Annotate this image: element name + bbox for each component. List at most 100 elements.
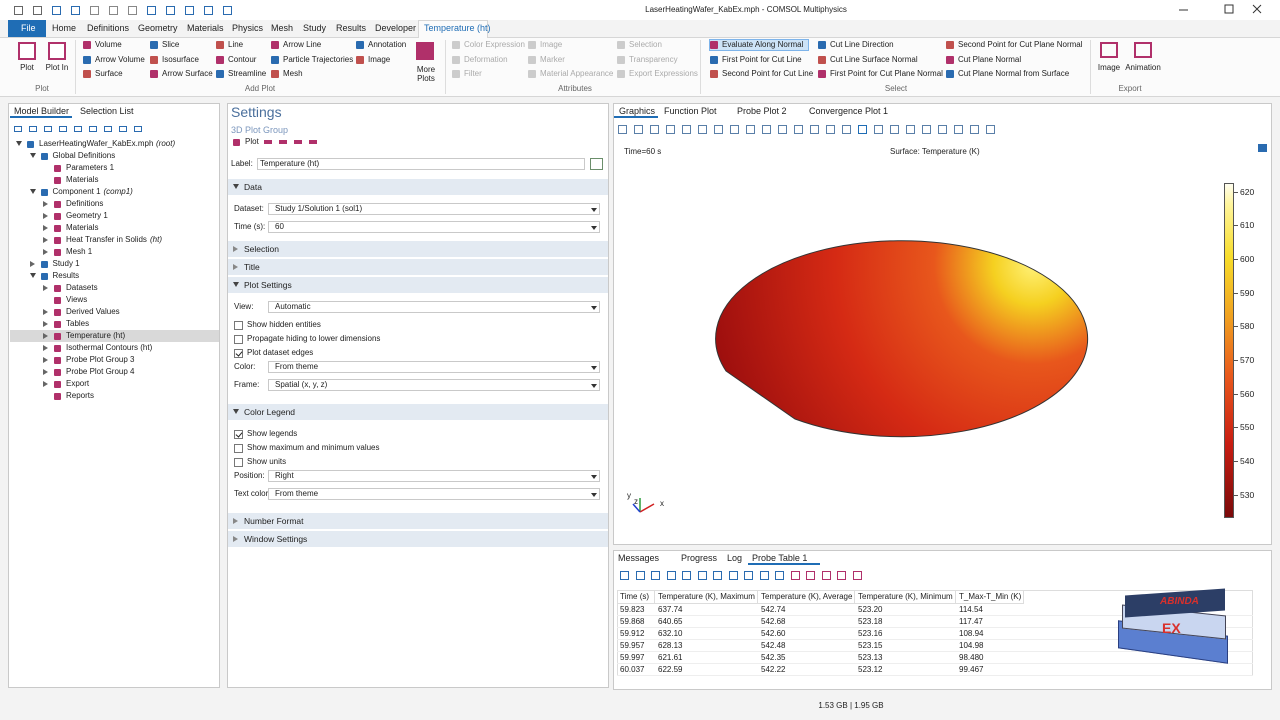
expand-arrow[interactable] <box>43 285 48 291</box>
graphics-toolbar-button[interactable] <box>858 125 867 134</box>
panel-tab[interactable]: Messages <box>618 553 660 563</box>
combo-value[interactable]: Spatial (x, y, z) <box>275 380 328 389</box>
section-header[interactable] <box>228 277 608 293</box>
ribbon-button[interactable]: Export Expressions <box>629 69 698 78</box>
expand-arrow[interactable] <box>43 249 48 255</box>
section-title[interactable]: Data <box>244 182 262 192</box>
file-menu[interactable] <box>8 20 46 37</box>
combo-value[interactable]: From theme <box>275 362 319 371</box>
tree-item[interactable]: Materials <box>66 175 99 184</box>
expand-arrow[interactable] <box>29 261 35 267</box>
expand-arrow[interactable] <box>29 153 36 158</box>
section-header[interactable] <box>228 259 608 275</box>
table-toolbar-button[interactable] <box>759 571 769 580</box>
ribbon-tab[interactable]: Definitions <box>87 23 130 33</box>
toolbar-button[interactable] <box>14 126 22 132</box>
toolbar-button[interactable] <box>104 126 112 132</box>
graphics-toolbar-button[interactable] <box>762 125 771 134</box>
ribbon-button[interactable]: Arrow Surface <box>162 69 213 78</box>
graphics-toolbar-button[interactable] <box>730 125 739 134</box>
quick-access-button[interactable] <box>71 6 80 15</box>
toolbar-button[interactable] <box>279 140 287 144</box>
section-header[interactable] <box>228 513 608 529</box>
toolbar-button[interactable] <box>89 126 97 132</box>
expand-arrow[interactable] <box>43 201 48 207</box>
graphics-toolbar-button[interactable] <box>682 125 691 134</box>
combo-box[interactable] <box>268 488 600 500</box>
section-header[interactable] <box>228 179 608 195</box>
tree-item[interactable]: Views <box>66 295 88 304</box>
plot-button[interactable]: Plot <box>245 137 259 146</box>
combo-box[interactable] <box>268 361 600 373</box>
checkbox-label[interactable]: Show maximum and minimum values <box>247 443 380 452</box>
tree-item[interactable]: Parameters 1 <box>66 163 115 172</box>
checkbox-label[interactable]: Show units <box>247 457 287 466</box>
expand-arrow[interactable] <box>43 225 48 231</box>
ribbon-button-label[interactable]: More Plots <box>416 65 436 83</box>
graphics-toolbar-button[interactable] <box>970 125 979 134</box>
table-toolbar-button[interactable] <box>651 571 660 580</box>
table-toolbar-button[interactable] <box>666 571 676 580</box>
graphics-toolbar-button[interactable] <box>938 125 947 134</box>
combo-box[interactable] <box>268 221 600 233</box>
combo-box[interactable] <box>268 470 600 482</box>
ribbon-button[interactable]: Contour <box>228 54 257 64</box>
toolbar-button[interactable] <box>29 126 37 132</box>
panel-tab[interactable]: Function Plot <box>664 106 717 116</box>
ribbon-button[interactable]: First Point for Cut Line <box>722 54 802 64</box>
toolbar-button[interactable] <box>74 126 82 132</box>
panel-tab[interactable]: Progress <box>681 553 718 563</box>
large-button-icon[interactable] <box>48 42 66 60</box>
ribbon-button-label[interactable]: Animation <box>1125 63 1161 72</box>
ribbon-button[interactable]: Marker <box>540 54 565 64</box>
maximize[interactable] <box>1224 4 1234 14</box>
table-toolbar-button[interactable] <box>713 571 722 580</box>
ribbon-tab[interactable]: Temperature (ht) <box>424 23 491 33</box>
ribbon-button[interactable]: Second Point for Cut Plane Normal <box>958 40 1083 49</box>
checkbox-label[interactable]: Plot dataset edges <box>247 348 314 357</box>
table-toolbar-button[interactable] <box>620 571 629 580</box>
tree-item[interactable]: Probe Plot Group 3 <box>66 355 135 364</box>
tree-item[interactable]: Isothermal Contours (ht) <box>66 343 153 352</box>
quick-access-button[interactable] <box>147 6 156 15</box>
graphics-toolbar-button[interactable] <box>986 125 995 134</box>
large-button-icon[interactable] <box>1134 42 1152 58</box>
ribbon-button-label[interactable]: Image <box>1097 63 1121 72</box>
ribbon-button[interactable]: Evaluate Along Normal <box>722 40 804 49</box>
ribbon-button[interactable]: Color Expression <box>464 40 525 49</box>
ribbon-button[interactable]: Arrow Volume <box>95 54 145 64</box>
close[interactable] <box>1252 4 1262 14</box>
quick-access-button[interactable] <box>185 6 194 15</box>
tree-item[interactable]: Study 1 <box>52 259 80 268</box>
ribbon-button[interactable]: Surface <box>95 69 123 78</box>
expand-arrow[interactable] <box>43 321 48 327</box>
toolbar-button[interactable] <box>264 140 272 144</box>
quick-access-button[interactable] <box>204 6 213 15</box>
ribbon-button[interactable]: Volume <box>95 40 122 49</box>
combo-box[interactable] <box>268 203 600 215</box>
table-toolbar-button[interactable] <box>635 571 645 580</box>
combo-value[interactable]: Automatic <box>275 302 311 311</box>
graphics-toolbar-button[interactable] <box>650 125 659 134</box>
combo-value[interactable]: From theme <box>275 489 319 498</box>
quick-access-button[interactable] <box>90 6 99 15</box>
section-title[interactable]: Plot Settings <box>244 280 292 290</box>
checkbox[interactable] <box>234 458 243 467</box>
tree-item[interactable]: Export <box>66 379 90 388</box>
panel-tab[interactable]: Convergence Plot 1 <box>809 106 889 116</box>
graphics-toolbar-button[interactable] <box>954 125 963 134</box>
tree-item[interactable]: Reports <box>66 391 95 400</box>
panel-tab[interactable]: Log <box>727 553 743 563</box>
graphics-toolbar-button[interactable] <box>698 125 707 134</box>
combo-value[interactable]: 60 <box>275 222 284 231</box>
expand-arrow[interactable] <box>43 213 48 219</box>
toolbar-button[interactable] <box>59 126 67 132</box>
ribbon-tab[interactable]: Mesh <box>271 23 294 33</box>
section-header[interactable] <box>228 404 608 420</box>
ribbon-button[interactable]: Annotation <box>368 40 407 49</box>
tree-item[interactable]: Materials <box>66 223 99 232</box>
tree-item[interactable]: Derived Values <box>66 307 120 316</box>
graphics-toolbar-button[interactable] <box>746 125 755 134</box>
expand-arrow[interactable] <box>16 141 22 146</box>
toolbar-button[interactable] <box>134 126 142 132</box>
